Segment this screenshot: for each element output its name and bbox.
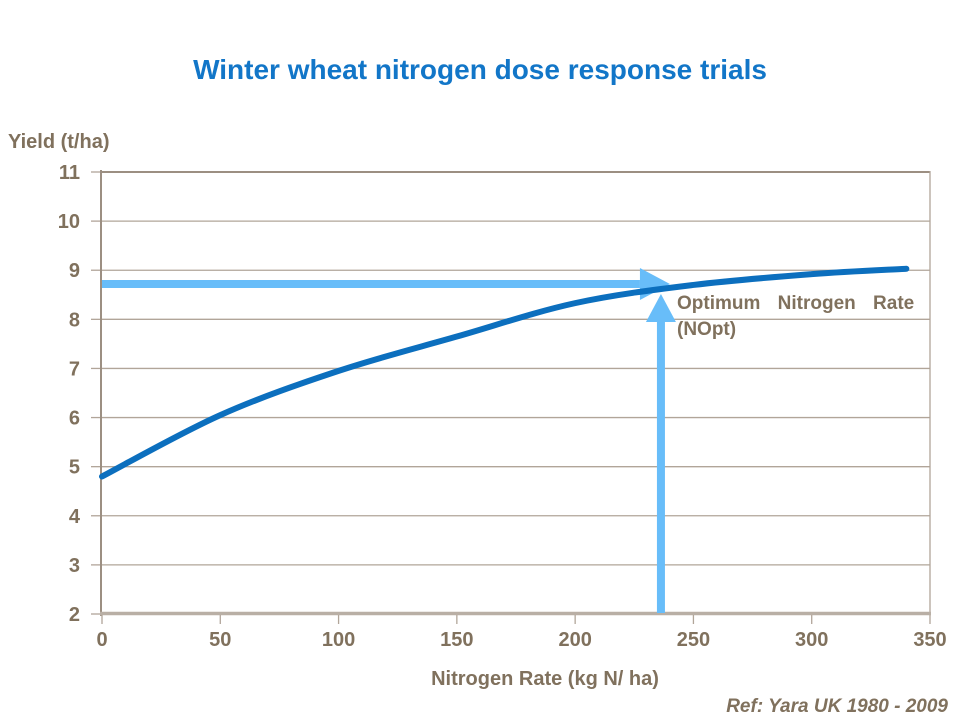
yield-response-curve [99, 265, 910, 480]
optimum-rate-arrowhead [645, 293, 676, 322]
y-tick-label-3: 3 [69, 555, 80, 577]
optimum-nitrogen-rate-annotation: Optimum Nitrogen Rate (NOpt) [677, 291, 921, 343]
y-tick-label-11: 11 [59, 162, 80, 184]
x-tick-label-0: 0 [96, 629, 107, 651]
x-tick-label-250: 250 [677, 629, 710, 651]
x-tick-label-150: 150 [440, 629, 473, 651]
y-tick-label-6: 6 [69, 408, 80, 430]
y-tick-label-9: 9 [69, 260, 80, 282]
y-tick-label-7: 7 [69, 358, 80, 380]
annotation-line-1: Optimum Nitrogen Rate [677, 293, 915, 314]
x-tick-label-300: 300 [795, 629, 828, 651]
annotation-line-2: (NOpt) [677, 319, 737, 340]
y-tick-label-10: 10 [58, 211, 80, 233]
y-tick-label-4: 4 [69, 506, 81, 528]
x-tick-label-50: 50 [209, 629, 231, 651]
optimum-yield-arrowhead [639, 267, 670, 300]
x-tick-label-200: 200 [558, 629, 591, 651]
reference-note: Ref: Yara UK 1980 - 2009 [726, 696, 948, 717]
y-tick-label-8: 8 [69, 309, 80, 331]
y-tick-label-2: 2 [69, 604, 80, 626]
x-tick-label-100: 100 [322, 629, 355, 651]
x-tick-label-350: 350 [913, 629, 946, 651]
chart-title: Winter wheat nitrogen dose response tria… [193, 54, 767, 85]
x-axis-title: Nitrogen Rate (kg N/ ha) [431, 668, 659, 690]
y-axis-title: Yield (t/ha) [8, 131, 110, 153]
y-tick-label-5: 5 [69, 457, 80, 479]
